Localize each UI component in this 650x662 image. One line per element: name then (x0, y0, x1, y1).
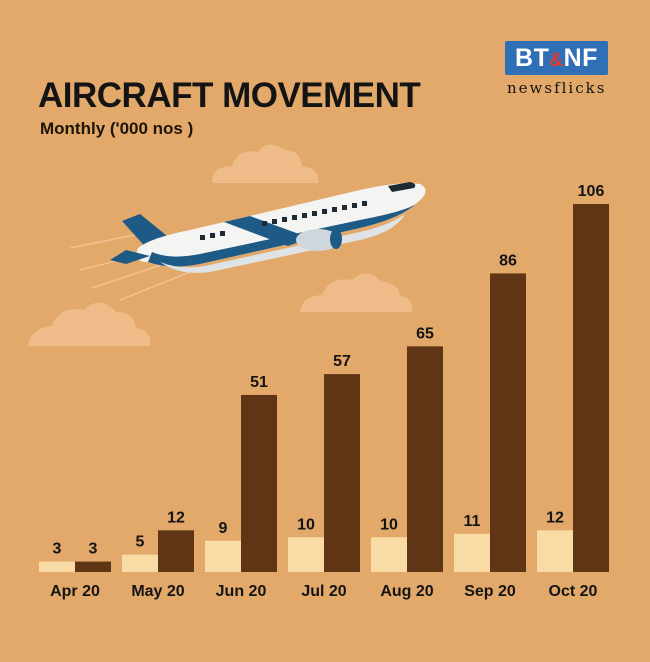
data-label: 65 (416, 325, 434, 342)
page-title: AIRCRAFT MOVEMENT (38, 76, 421, 115)
bar-dark-oct-20 (573, 204, 609, 572)
data-label: 12 (546, 509, 564, 526)
bar-light-sep-20 (454, 533, 490, 572)
x-tick-label: Apr 20 (50, 583, 100, 600)
bar-dark-may-20 (158, 530, 194, 572)
cloud-icon (212, 144, 319, 183)
data-label: 10 (297, 516, 315, 533)
x-tick-label: Jul 20 (301, 583, 346, 600)
bar-dark-jul-20 (324, 374, 360, 572)
data-label: 10 (380, 516, 398, 533)
bar-dark-aug-20 (407, 346, 443, 572)
brand-logo: BT&NF newsflicks (505, 41, 610, 97)
data-label: 3 (89, 541, 98, 558)
data-label: 11 (464, 513, 481, 530)
data-label: 51 (250, 374, 268, 391)
bar-dark-jun-20 (241, 394, 277, 572)
logo-badge: BT&NF (505, 41, 608, 75)
data-label: 5 (136, 534, 145, 551)
x-tick-label: Aug 20 (380, 583, 433, 600)
data-label: 12 (167, 509, 185, 526)
cloud-icon (28, 302, 151, 346)
data-label: 57 (333, 353, 351, 370)
data-label: 86 (499, 252, 517, 269)
bar-dark-sep-20 (490, 273, 526, 572)
bar-light-aug-20 (371, 537, 407, 572)
logo-tagline: newsflicks (507, 79, 607, 97)
data-label: 3 (53, 541, 62, 558)
data-label: 9 (219, 520, 228, 537)
bar-light-oct-20 (537, 530, 573, 572)
chart-subtitle: Monthly ('000 nos ) (40, 119, 194, 138)
bar-light-apr-20 (39, 561, 75, 572)
x-tick-label: Jun 20 (216, 583, 267, 600)
x-tick-label: May 20 (131, 583, 184, 600)
x-tick-label: Sep 20 (464, 583, 516, 600)
bar-dark-apr-20 (75, 561, 111, 572)
cloud-icon (300, 273, 413, 312)
x-tick-label: Oct 20 (549, 583, 598, 600)
data-label: 106 (578, 183, 605, 200)
bar-light-may-20 (122, 554, 158, 572)
airplane-icon (69, 182, 426, 301)
bar-light-jul-20 (288, 537, 324, 572)
bar-light-jun-20 (205, 540, 241, 572)
